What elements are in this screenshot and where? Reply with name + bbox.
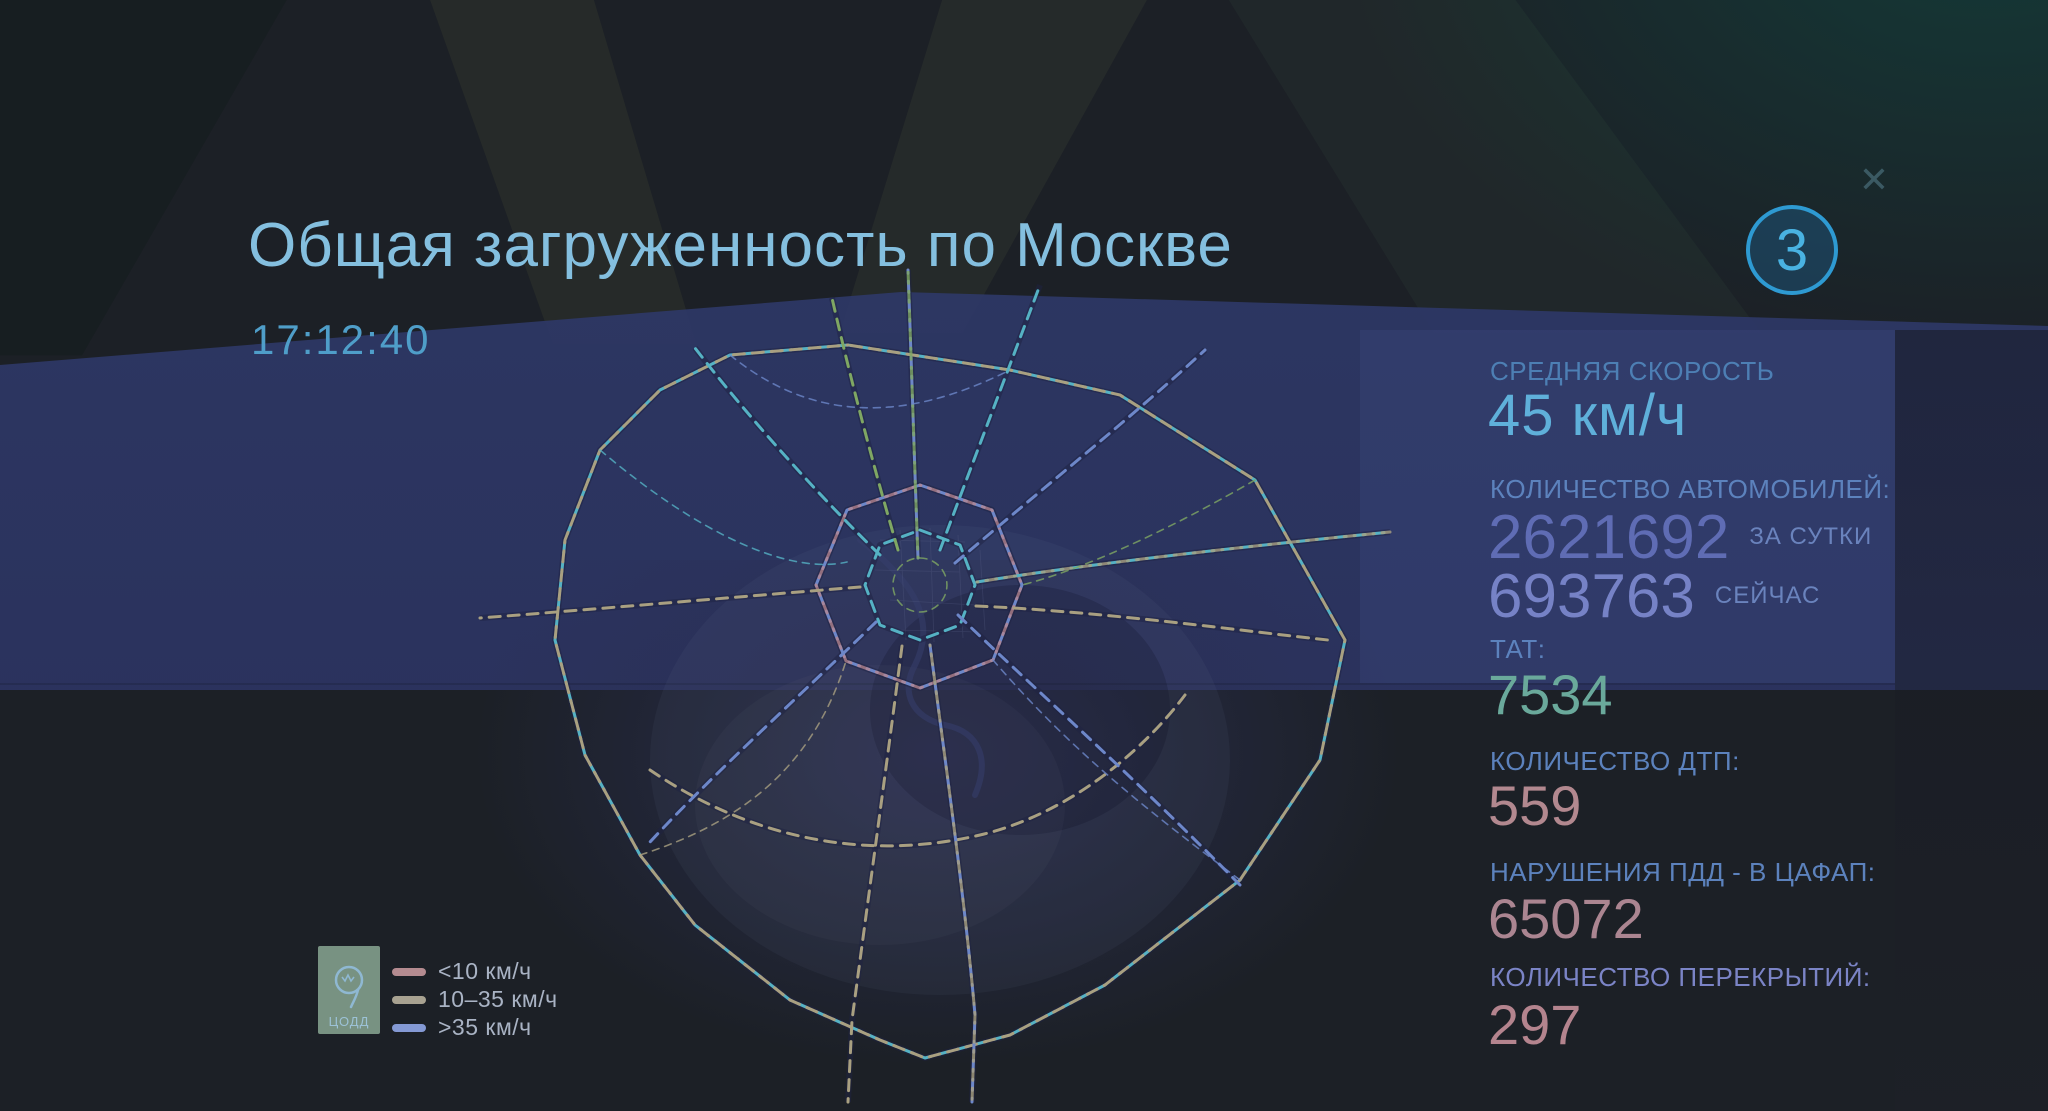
tat-label: ТАТ: (1490, 634, 1546, 664)
legend-label: 10–35 км/ч (438, 986, 558, 1012)
map-pin-icon (334, 965, 364, 1009)
codd-logo-badge: ЦОДД (318, 946, 380, 1034)
speed-swatch-slow (392, 967, 426, 976)
avg-speed-value: 45 км/ч (1488, 383, 1688, 448)
violations-value: 65072 (1488, 887, 1644, 950)
close-icon[interactable]: ✕ (1858, 159, 1890, 200)
speed-swatch-mid (392, 995, 426, 1004)
closures-label: КОЛИЧЕСТВО ПЕРЕКРЫТИЙ: (1490, 962, 1871, 992)
codd-logo-text: ЦОДД (328, 1014, 370, 1029)
cars-now: 693763 СЕЙЧАС (1488, 561, 1820, 632)
cars-per-day-unit: ЗА СУТКИ (1749, 523, 1873, 550)
speed-swatch-fast (392, 1023, 426, 1032)
accidents-label: КОЛИЧЕСТВО ДТП: (1490, 746, 1740, 776)
legend-label: <10 км/ч (438, 958, 532, 984)
cars-per-day: 2621692 ЗА СУТКИ (1488, 502, 1872, 573)
city-texture (650, 525, 1230, 995)
background-right-strip (1895, 330, 2048, 1111)
legend-item-slow: <10 км/ч (392, 958, 532, 985)
accidents-value: 559 (1488, 774, 1582, 837)
legend-label: >35 км/ч (438, 1014, 532, 1040)
background-seam (0, 683, 1895, 685)
clock: 17:12:40 (251, 316, 431, 363)
avg-speed-label: СРЕДНЯЯ СКОРОСТЬ (1490, 356, 1775, 386)
river (857, 537, 985, 798)
legend-item-fast: >35 км/ч (392, 1014, 532, 1041)
cars-now-value: 693763 (1488, 562, 1695, 631)
legend-item-mid: 10–35 км/ч (392, 986, 558, 1013)
cars-now-unit: СЕЙЧАС (1714, 582, 1821, 609)
cars-label: КОЛИЧЕСТВО АВТОМОБИЛЕЙ: (1490, 474, 1891, 504)
minor-streets (874, 527, 986, 643)
page-title: Общая загруженность по Москве (248, 211, 1233, 280)
tat-value: 7534 (1488, 663, 1613, 726)
violations-label: НАРУШЕНИЯ ПДД - В ЦАФАП: (1490, 857, 1876, 887)
cars-per-day-value: 2621692 (1488, 503, 1730, 572)
slide-number-badge[interactable]: 3 (1746, 205, 1838, 295)
closures-value: 297 (1488, 993, 1582, 1056)
moscow-road-map (460, 240, 1440, 1111)
